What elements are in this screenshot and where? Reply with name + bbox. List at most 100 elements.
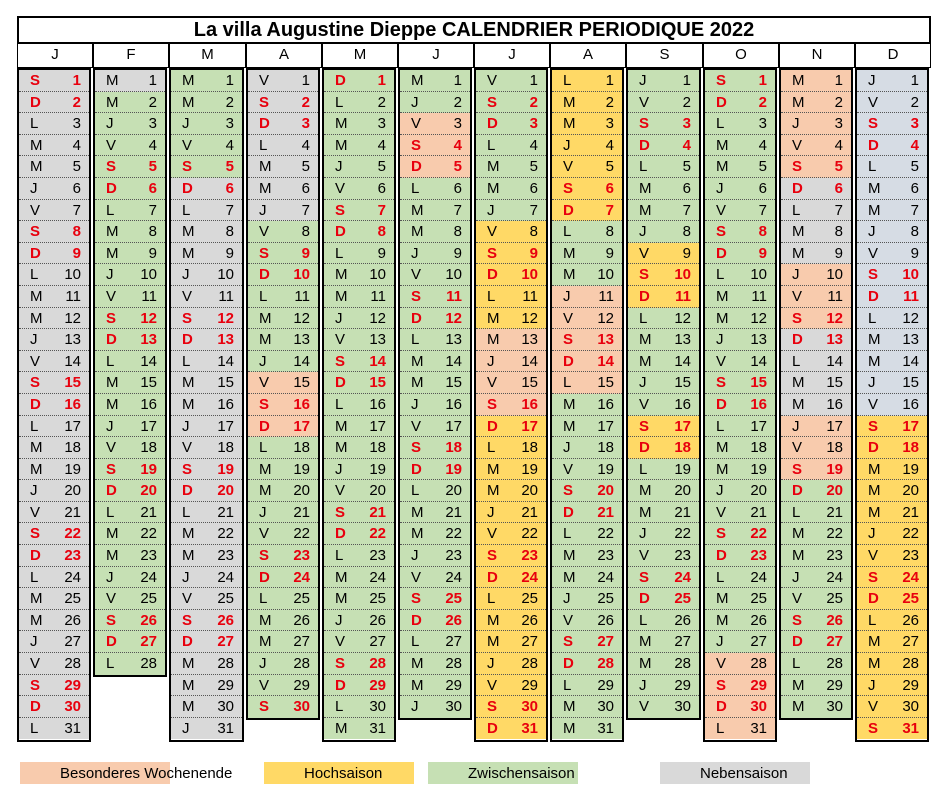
weekday-letter: M: [30, 439, 43, 457]
weekday-letter: M: [868, 503, 881, 521]
day-number: 8: [529, 223, 538, 241]
weekday-letter: S: [182, 460, 193, 478]
day-cell: L 11: [476, 285, 546, 308]
day-number: 19: [902, 460, 919, 478]
day-number: 1: [225, 72, 234, 89]
day-cell: S 23: [476, 545, 546, 567]
day-cell: J 13: [705, 329, 775, 351]
day-number: 22: [826, 525, 843, 543]
day-number: 16: [445, 395, 462, 413]
day-number: 13: [750, 331, 767, 349]
day-number: 12: [597, 309, 614, 327]
day-cell: V 25: [781, 588, 851, 610]
weekday-letter: V: [716, 655, 727, 673]
day-cell: V 11: [781, 285, 851, 308]
weekday-letter: M: [30, 158, 43, 176]
weekday-letter: V: [639, 244, 650, 262]
day-cell: L 10: [19, 264, 89, 286]
weekday-letter: D: [487, 266, 498, 284]
weekday-letter: S: [639, 115, 650, 133]
weekday-letter: M: [563, 395, 576, 413]
weekday-letter: J: [487, 655, 495, 673]
day-cell: L 26: [857, 609, 927, 632]
day-number: 16: [369, 395, 386, 413]
day-number: 15: [674, 374, 691, 392]
weekday-letter: J: [792, 115, 800, 133]
weekday-letter: S: [868, 115, 879, 133]
day-number: 16: [902, 395, 919, 413]
weekday-letter: J: [868, 525, 876, 543]
weekday-letter: V: [106, 590, 117, 608]
day-number: 19: [369, 460, 386, 478]
day-cell: D 26: [400, 609, 470, 632]
weekday-letter: V: [259, 72, 270, 89]
day-cell: V 11: [171, 285, 242, 308]
day-number: 26: [521, 611, 538, 629]
weekday-letter: J: [411, 547, 419, 565]
day-number: 12: [140, 309, 157, 327]
day-number: 4: [453, 136, 462, 154]
day-number: 29: [597, 676, 614, 694]
weekday-letter: S: [411, 287, 422, 305]
day-number: 18: [217, 439, 234, 457]
day-number: 27: [140, 633, 157, 651]
month-header: J: [17, 44, 93, 68]
weekday-letter: D: [563, 201, 574, 219]
day-number: 24: [826, 568, 843, 586]
day-cell: M 16: [781, 393, 851, 416]
weekday-letter: V: [487, 525, 498, 543]
weekday-letter: M: [259, 179, 272, 197]
weekday-letter: J: [563, 590, 571, 608]
day-number: 19: [521, 460, 538, 478]
day-number: 13: [674, 331, 691, 349]
day-cell: M 13: [476, 329, 546, 351]
weekday-letter: M: [259, 460, 272, 478]
weekday-letter: V: [487, 223, 498, 241]
day-number: 7: [529, 201, 538, 219]
day-number: 8: [910, 223, 919, 241]
day-cell: M 31: [552, 717, 622, 740]
weekday-letter: M: [716, 590, 729, 608]
weekday-letter: S: [30, 676, 41, 694]
day-number: 21: [750, 503, 767, 521]
day-cell: J 29: [628, 674, 699, 697]
day-cell: L 17: [19, 415, 89, 438]
weekday-letter: M: [411, 72, 424, 89]
day-cell: V 30: [857, 696, 927, 718]
day-number: 13: [140, 331, 157, 349]
day-cell: L 20: [400, 480, 470, 502]
weekday-letter: M: [259, 331, 272, 349]
day-cell: L 22: [552, 523, 622, 546]
day-number: 11: [65, 287, 81, 305]
day-number: 23: [217, 547, 234, 565]
day-number: 14: [597, 352, 614, 370]
day-number: 13: [293, 331, 310, 349]
day-number: 30: [826, 698, 843, 716]
day-cell: D 29: [324, 674, 394, 697]
day-number: 8: [758, 223, 767, 241]
day-cell: V 20: [324, 480, 394, 502]
day-number: 19: [445, 460, 462, 478]
day-cell: M 29: [781, 674, 851, 697]
weekday-letter: J: [792, 568, 800, 586]
weekday-letter: L: [563, 72, 572, 89]
weekday-letter: M: [868, 201, 881, 219]
weekday-letter: M: [487, 179, 500, 197]
weekday-letter: L: [30, 266, 39, 284]
day-number: 10: [902, 266, 919, 284]
weekday-letter: V: [487, 72, 498, 89]
weekday-letter: V: [411, 115, 422, 133]
day-number: 9: [682, 244, 691, 262]
weekday-letter: M: [411, 374, 424, 392]
day-cell: M 18: [324, 437, 394, 459]
day-number: 6: [529, 179, 538, 197]
